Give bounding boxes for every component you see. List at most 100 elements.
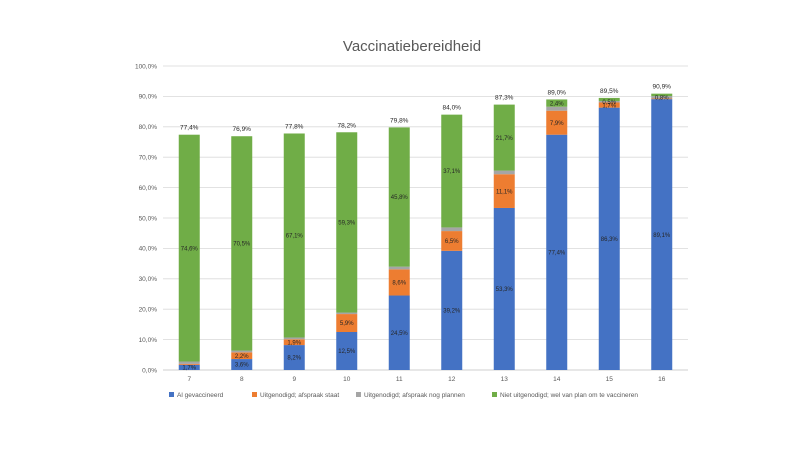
- x-tick-label: 15: [606, 376, 614, 383]
- bar-segment: [651, 99, 673, 371]
- data-label: 77,4%: [548, 251, 566, 257]
- y-tick-label: 10,0%: [139, 337, 158, 344]
- x-tick-label: 9: [292, 376, 296, 383]
- bar-segment: [546, 110, 568, 135]
- bar-segment: [598, 107, 620, 370]
- data-label: 6,5%: [445, 239, 459, 245]
- bar-segment: [651, 93, 673, 97]
- x-axis-ticks: 7 8 9 10 11 12 13 14 15 16: [187, 376, 665, 383]
- x-tick-label: 11: [396, 376, 403, 383]
- legend-label: Al gevaccineerd: [177, 392, 224, 399]
- total-label: 84,0%: [443, 105, 462, 112]
- data-label: 8,6%: [392, 281, 406, 287]
- legend-label: Uitgenodigd; afspraak nog plannen: [364, 392, 465, 399]
- legend-swatch: [169, 392, 174, 397]
- bar-segment: [598, 100, 620, 103]
- x-tick-label: 10: [343, 376, 351, 383]
- x-tick-label: 13: [501, 376, 509, 383]
- data-label: 59,3%: [338, 221, 356, 227]
- data-label: 74,6%: [181, 246, 199, 252]
- total-label: 87,3%: [495, 95, 514, 102]
- data-label: 11,1%: [496, 189, 513, 195]
- data-label: 86,3%: [601, 237, 619, 243]
- legend-swatch: [492, 392, 497, 397]
- bar-segment: [283, 337, 305, 340]
- bar-segment: [388, 295, 410, 370]
- data-label: 37,1%: [443, 169, 461, 175]
- data-label: 39,2%: [443, 309, 461, 315]
- bar-segment: [231, 352, 253, 360]
- total-label: 77,4%: [180, 125, 199, 132]
- bar-segment: [336, 312, 358, 315]
- y-tick-label: 60,0%: [139, 185, 158, 192]
- x-tick-label: 7: [187, 376, 191, 383]
- y-tick-label: 70,0%: [139, 155, 158, 162]
- total-label: 77,8%: [285, 123, 304, 130]
- bar-segment: [336, 132, 358, 313]
- bar-segment: [493, 104, 515, 171]
- data-label: 2,4%: [550, 101, 564, 107]
- bar-segment: [178, 364, 200, 370]
- y-tick-label: 50,0%: [139, 215, 158, 222]
- bar-segment: [546, 99, 568, 107]
- data-label: 0,8%: [655, 96, 669, 102]
- data-label: 3,6%: [235, 363, 249, 369]
- data-label: 21,7%: [496, 136, 514, 142]
- x-tick-label: 14: [553, 376, 561, 383]
- y-tick-label: 0,0%: [142, 367, 157, 374]
- chart-title: Vaccinatiebereidheid: [343, 38, 481, 55]
- data-label: 53,3%: [496, 287, 514, 293]
- bar-segment: [388, 266, 410, 270]
- bar-segment: [598, 102, 620, 108]
- bar-segment: [178, 363, 200, 365]
- bar-segment: [283, 339, 305, 346]
- total-label: 89,5%: [600, 88, 619, 95]
- bar-segment: [231, 350, 253, 353]
- y-tick-label: 40,0%: [139, 246, 158, 253]
- data-label: 24,5%: [391, 331, 409, 337]
- y-tick-label: 80,0%: [139, 124, 158, 131]
- bar-segment: [388, 127, 410, 267]
- data-label: 1,9%: [287, 340, 301, 346]
- bar-segment: [441, 227, 463, 232]
- legend-label: Niet uitgenodigd; wel van plan om te vac…: [500, 392, 638, 399]
- y-tick-label: 90,0%: [139, 94, 158, 101]
- y-tick-label: 30,0%: [139, 276, 158, 283]
- data-label: 70,5%: [233, 242, 251, 248]
- data-label: 1,7%: [602, 103, 616, 109]
- data-labels: 1,7% 74,6% 77,4% 3,6% 2,2% 70,5% 76,9% 8,2% 1,9%…: [180, 84, 671, 372]
- bar-segment: [231, 136, 253, 351]
- bar-segment: [651, 98, 673, 100]
- legend-swatch: [356, 392, 361, 397]
- data-label: 89,1%: [653, 233, 671, 239]
- bar-segment: [546, 106, 568, 111]
- data-label: 0,5%: [602, 100, 616, 106]
- data-label: 5,9%: [340, 321, 354, 327]
- bar-segment: [178, 134, 200, 362]
- y-tick-label: 100,0%: [135, 63, 157, 70]
- total-label: 90,9%: [653, 84, 672, 91]
- bar-segment: [388, 269, 410, 296]
- bar-segment: [493, 207, 515, 370]
- bar-segment: [336, 332, 358, 370]
- x-tick-label: 16: [658, 376, 666, 383]
- y-tick-label: 20,0%: [139, 307, 158, 314]
- bar-segment: [283, 345, 305, 370]
- data-label: 2,2%: [235, 354, 249, 360]
- data-label: 8,2%: [287, 356, 301, 362]
- y-axis-ticks: 0,0% 10,0% 20,0% 30,0% 40,0% 50,0% 60,0% 70,0% 8…: [135, 63, 157, 374]
- data-label: 1,7%: [182, 366, 196, 372]
- bar-segment: [493, 170, 515, 175]
- bar-segment: [441, 250, 463, 370]
- bar-segment: [546, 134, 568, 370]
- bar-segment: [336, 314, 358, 332]
- x-tick-label: 8: [240, 376, 244, 383]
- bar-segment: [441, 231, 463, 251]
- total-label: 89,0%: [548, 89, 567, 96]
- bar-segment: [441, 114, 463, 228]
- bar-segment: [178, 361, 200, 364]
- bar-segment: [283, 133, 305, 338]
- total-label: 78,2%: [338, 122, 357, 129]
